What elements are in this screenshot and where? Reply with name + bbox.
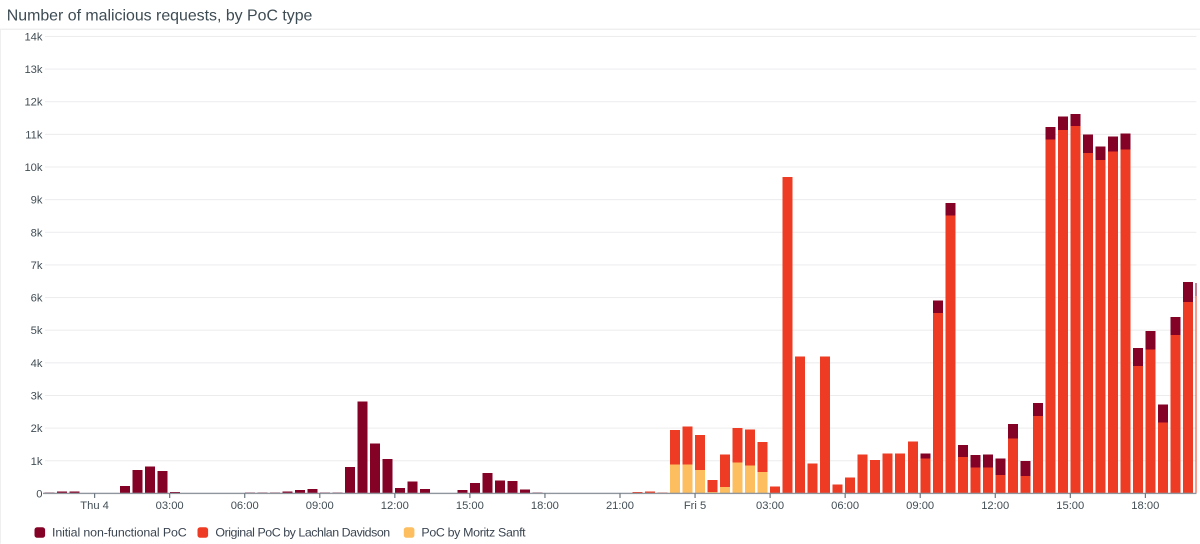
- svg-text:09:00: 09:00: [906, 500, 934, 512]
- svg-text:09:00: 09:00: [306, 500, 334, 512]
- svg-text:1k: 1k: [31, 456, 43, 468]
- svg-text:0: 0: [36, 488, 42, 500]
- svg-text:12:00: 12:00: [981, 500, 1009, 512]
- svg-text:10k: 10k: [24, 162, 42, 174]
- svg-text:11k: 11k: [25, 129, 43, 141]
- svg-text:15:00: 15:00: [456, 500, 484, 512]
- svg-text:Original PoC by Lachlan Davids: Original PoC by Lachlan Davidson: [215, 526, 390, 540]
- svg-text:12:00: 12:00: [381, 500, 409, 512]
- svg-text:14k: 14k: [24, 31, 42, 43]
- svg-text:PoC by Moritz Sanft: PoC by Moritz Sanft: [421, 526, 526, 540]
- svg-text:06:00: 06:00: [831, 500, 859, 512]
- svg-text:Initial non-functional PoC: Initial non-functional PoC: [52, 526, 187, 540]
- svg-text:Number of malicious requests,: Number of malicious requests, by PoC typ…: [7, 8, 313, 25]
- svg-text:03:00: 03:00: [756, 500, 784, 512]
- svg-text:Thu 4: Thu 4: [80, 500, 109, 512]
- svg-text:13k: 13k: [24, 64, 42, 76]
- svg-text:6k: 6k: [31, 293, 43, 305]
- svg-text:5k: 5k: [31, 325, 43, 337]
- svg-text:9k: 9k: [31, 195, 43, 207]
- svg-text:18:00: 18:00: [1131, 500, 1159, 512]
- svg-text:8k: 8k: [31, 227, 43, 239]
- svg-text:Fri 5: Fri 5: [684, 500, 706, 512]
- svg-text:15:00: 15:00: [1056, 500, 1084, 512]
- svg-text:12k: 12k: [24, 97, 42, 109]
- svg-text:4k: 4k: [31, 358, 43, 370]
- svg-text:7k: 7k: [31, 260, 43, 272]
- svg-text:3k: 3k: [31, 390, 43, 402]
- svg-text:2k: 2k: [31, 423, 43, 435]
- svg-text:21:00: 21:00: [606, 500, 634, 512]
- svg-text:18:00: 18:00: [531, 500, 559, 512]
- svg-text:03:00: 03:00: [156, 500, 184, 512]
- svg-text:06:00: 06:00: [231, 500, 259, 512]
